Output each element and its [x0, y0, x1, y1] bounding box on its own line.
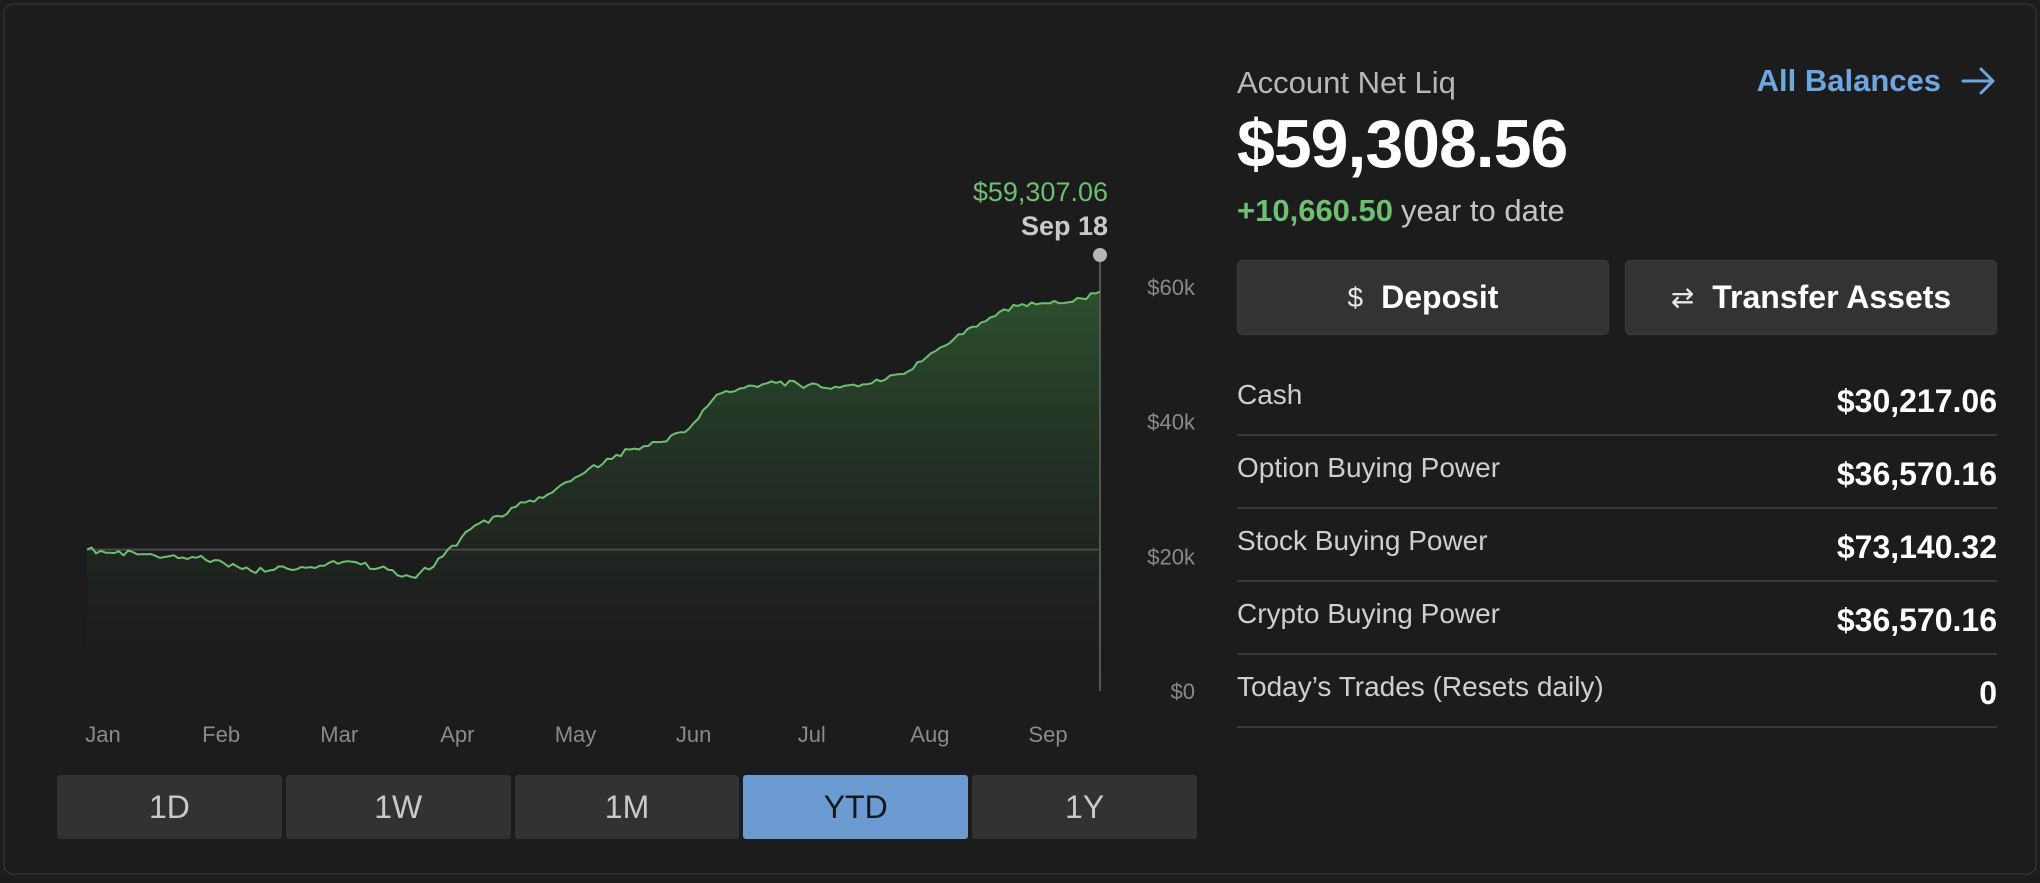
- x-month-label: Sep: [1028, 722, 1067, 747]
- all-balances-link[interactable]: All Balances: [1757, 63, 1997, 99]
- action-buttons: $ Deposit ⇄ Transfer Assets: [1237, 260, 1997, 335]
- y-tick-label: $0: [1171, 679, 1195, 704]
- y-tick-label: $20k: [1147, 544, 1196, 569]
- range-button-1y[interactable]: 1Y: [972, 775, 1197, 839]
- range-button-ytd[interactable]: YTD: [743, 775, 969, 839]
- balance-label: Today’s Trades (Resets daily): [1237, 671, 1604, 702]
- balance-label: Stock Buying Power: [1237, 525, 1488, 556]
- range-button-1d[interactable]: 1D: [57, 775, 282, 839]
- balance-label: Option Buying Power: [1237, 452, 1501, 483]
- y-tick-label: $60k: [1147, 275, 1196, 300]
- dollar-icon: $: [1347, 281, 1364, 313]
- ytd-change: +10,660.50: [1237, 193, 1394, 228]
- x-month-label: Aug: [910, 722, 949, 747]
- account-summary: Account Net Liq All Balances $59,308.56 …: [1237, 5, 1997, 883]
- transfer-arrows-icon: ⇄: [1670, 282, 1695, 313]
- x-month-label: May: [555, 722, 597, 747]
- cursor-dot[interactable]: [1093, 248, 1107, 262]
- balance-label: Crypto Buying Power: [1237, 598, 1501, 629]
- deposit-button[interactable]: $ Deposit: [1237, 260, 1609, 335]
- all-balances-label: All Balances: [1756, 63, 1941, 98]
- tooltip-value: $59,307.06: [973, 177, 1108, 207]
- x-month-label: Jan: [85, 722, 120, 747]
- transfer-label: Transfer Assets: [1712, 279, 1952, 315]
- x-month-label: Jun: [676, 722, 711, 747]
- balance-row-option-buying-power: Option Buying Power $36,570.16: [1237, 436, 1997, 509]
- gain-line: [86, 290, 1101, 579]
- balance-label: Cash: [1237, 379, 1303, 410]
- portfolio-chart[interactable]: $59,307.06 Sep 18 $60k $40k $20k $0 Jan Feb M…: [5, 5, 1235, 765]
- tooltip-date: Sep 18: [1021, 211, 1108, 241]
- gain-area: [87, 291, 1100, 691]
- transfer-assets-button[interactable]: ⇄ Transfer Assets: [1625, 260, 1997, 335]
- net-liq-label: Account Net Liq: [1237, 65, 1456, 100]
- arrow-right-icon: [1961, 67, 1995, 95]
- balance-value: $36,570.16: [1836, 602, 1997, 638]
- x-month-label: Apr: [440, 722, 474, 747]
- balance-row-stock-buying-power: Stock Buying Power $73,140.32: [1237, 509, 1997, 582]
- x-month-label: Feb: [202, 722, 240, 747]
- balance-value: 0: [1979, 675, 1997, 711]
- x-month-label: Jul: [798, 722, 826, 747]
- range-button-1w[interactable]: 1W: [285, 775, 511, 839]
- y-tick-label: $40k: [1147, 410, 1196, 435]
- deposit-label: Deposit: [1381, 279, 1499, 315]
- balance-value: $36,570.16: [1836, 456, 1997, 492]
- ytd-text: year to date: [1401, 193, 1565, 228]
- account-panel: $59,307.06 Sep 18 $60k $40k $20k $0 Jan Feb M…: [3, 3, 2037, 875]
- net-liq-value: $59,308.56: [1237, 106, 1568, 182]
- balance-row-todays-trades: Today’s Trades (Resets daily) 0: [1237, 655, 1997, 728]
- balance-list: Cash $30,217.06 Option Buying Power $36,…: [1237, 363, 1997, 728]
- balance-row-crypto-buying-power: Crypto Buying Power $36,570.16: [1237, 582, 1997, 655]
- balance-value: $73,140.32: [1836, 529, 1997, 565]
- balance-value: $30,217.06: [1836, 383, 1997, 419]
- ytd-performance: +10,660.50 year to date: [1237, 193, 1565, 229]
- balance-row-cash: Cash $30,217.06: [1237, 363, 1997, 436]
- range-button-1m[interactable]: 1M: [514, 775, 740, 839]
- x-month-label: Mar: [320, 722, 358, 747]
- time-range-selector: 1D 1W 1M YTD 1Y: [57, 775, 1197, 839]
